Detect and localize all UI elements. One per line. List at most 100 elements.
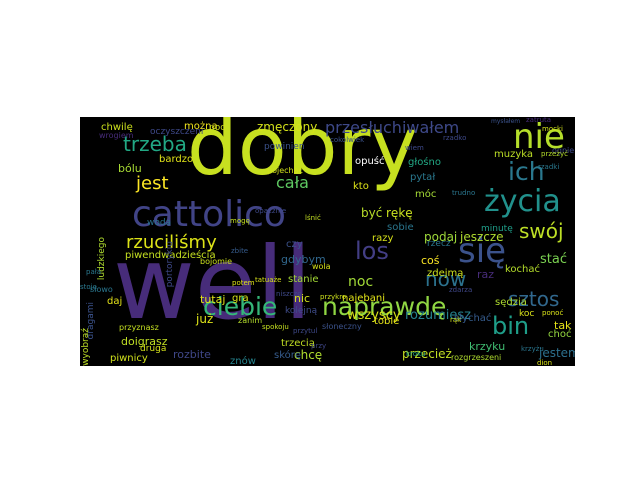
cloud-word: rzadki	[538, 163, 560, 171]
cloud-word: cokolwiek	[330, 136, 365, 144]
cloud-word: bólu	[118, 162, 142, 175]
cloud-word: wrogiem	[99, 131, 134, 140]
cloud-word: dion	[537, 359, 553, 367]
cloud-word: zbite	[231, 247, 249, 255]
cloud-word: druga	[140, 344, 167, 354]
cloud-word: wola	[312, 262, 331, 271]
cloud-word: zatruta	[526, 117, 552, 124]
cloud-word: pod	[209, 123, 226, 133]
cloud-word: rzadko	[443, 134, 467, 142]
cloud-word: zanim	[238, 316, 263, 325]
cloud-word: ognie	[552, 146, 575, 155]
cloud-word: gdybym	[281, 253, 326, 266]
cloud-word: czy	[286, 239, 303, 250]
word-cloud: well dobry cattolico się naprawdę ciebie życia…	[80, 117, 575, 366]
cloud-word: stać	[540, 252, 567, 267]
cloud-word: naprawdę	[322, 292, 447, 321]
cloud-word: trzecią	[281, 338, 315, 349]
cloud-word: bin	[492, 312, 530, 340]
cloud-word: pojechać	[267, 166, 303, 175]
cloud-word: przykro	[320, 293, 347, 301]
cloud-word: oczyszczeni	[150, 127, 204, 137]
cloud-word: krzyżu	[521, 345, 544, 353]
cloud-word: przytul	[293, 327, 318, 335]
cloud-word: lśnić	[305, 214, 321, 222]
cloud-word: nie	[513, 117, 565, 157]
cloud-word: rzecz	[427, 239, 451, 249]
cloud-word: noc	[348, 274, 374, 290]
cloud-word: minutę	[481, 224, 513, 234]
cloud-word: kochać	[505, 264, 541, 275]
cloud-word: głośno	[408, 157, 441, 168]
cloud-word: rzuciliśmy	[126, 232, 217, 253]
cloud-word: dobry	[187, 117, 418, 193]
cloud-word: kroku	[406, 350, 426, 358]
cloud-word: przesłuchiwałem	[325, 118, 460, 137]
cloud-word: rozbite	[173, 348, 211, 361]
cloud-word: najebani	[342, 293, 385, 304]
cloud-word: być	[361, 206, 383, 220]
cloud-word: doigrasz	[121, 335, 168, 348]
cloud-word: mysłałem	[491, 118, 521, 125]
cloud-word: bojomie	[200, 257, 233, 266]
cloud-word: ciebie	[203, 292, 278, 321]
cloud-word: podaj	[424, 230, 458, 244]
cloud-word: tutaj	[200, 293, 226, 306]
cloud-word: piwnicy	[110, 353, 148, 364]
cloud-word: mogę	[230, 217, 250, 225]
cloud-word: sztos	[508, 287, 560, 311]
cloud-word: jest	[136, 173, 169, 194]
cloud-word: rozumiesz	[405, 308, 471, 323]
cloud-word: tak	[554, 319, 572, 332]
cloud-word: chwilę	[101, 122, 133, 133]
cloud-word: opuść	[355, 156, 385, 167]
cloud-word: słychać	[454, 313, 492, 324]
cloud-word: się	[458, 231, 507, 271]
cloud-word: koc	[519, 309, 535, 319]
cloud-word: jestem	[539, 346, 575, 360]
cloud-word: pytał	[410, 172, 436, 183]
cloud-word: gra	[232, 293, 249, 304]
cloud-word: życia	[484, 184, 561, 219]
cloud-word: przyznasz	[119, 323, 159, 332]
cloud-word: kto	[353, 181, 369, 192]
cloud-word: już	[196, 312, 214, 326]
cloud-word: razy	[372, 233, 394, 244]
cloud-word: los	[355, 237, 389, 265]
cloud-word: mocki	[542, 125, 563, 133]
cloud-word: wiem	[405, 144, 424, 152]
cloud-word: cała	[276, 173, 309, 192]
cloud-word: zdarza	[449, 286, 473, 294]
cloud-word: portorykiu	[165, 241, 175, 288]
cloud-word: krzyku	[469, 340, 506, 353]
cloud-word: coś	[421, 254, 440, 267]
cloud-word: nic	[294, 292, 311, 305]
cloud-word: wszyscy	[347, 308, 401, 323]
cloud-word: choć	[548, 329, 572, 340]
cloud-word: kolejną	[285, 306, 318, 316]
cloud-word: potem	[232, 279, 255, 287]
cloud-word: opacznie	[255, 207, 287, 215]
cloud-word: stanie	[288, 274, 319, 285]
cloud-word: rozgrzeszeni	[451, 353, 502, 362]
cloud-word: słoneczny	[322, 322, 362, 331]
cloud-word: znów	[230, 356, 256, 367]
cloud-word: now	[425, 267, 467, 291]
cloud-word: przeżyć	[541, 150, 568, 158]
cloud-word: daj	[107, 296, 123, 307]
cloud-word: spokoju	[262, 323, 289, 331]
cloud-word: piwendwadzieścia	[125, 250, 216, 261]
cloud-word: móc	[415, 189, 437, 200]
cloud-word: skórę	[274, 350, 302, 361]
cloud-word: muzyka	[494, 149, 533, 160]
cloud-word: wyobraź	[81, 328, 91, 366]
cloud-word: cattolico	[132, 194, 286, 235]
cloud-word: przy	[311, 342, 327, 350]
cloud-word: bardzo	[159, 154, 194, 165]
cloud-word: niszczę	[276, 290, 302, 298]
cloud-word: tatuaże	[255, 276, 282, 284]
cloud-word: trudno	[452, 189, 476, 197]
cloud-word: sędzia	[495, 297, 527, 308]
cloud-word: trzeba	[123, 132, 187, 156]
cloud-word: zdejmą	[427, 268, 464, 279]
